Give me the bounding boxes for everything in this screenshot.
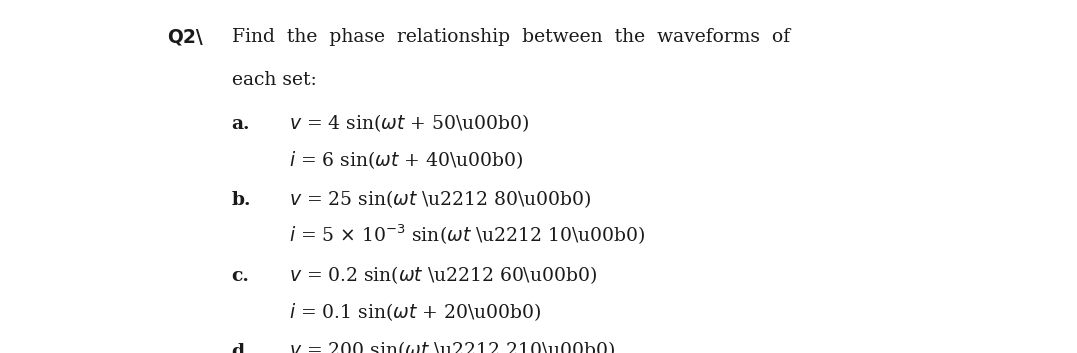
Text: $i$ = 0.1 sin($\omega t$ + 20\u00b0): $i$ = 0.1 sin($\omega t$ + 20\u00b0) <box>289 301 541 323</box>
Text: Find  the  phase  relationship  between  the  waveforms  of: Find the phase relationship between the … <box>232 28 789 46</box>
Text: a.: a. <box>232 115 250 133</box>
Text: Q2\: Q2\ <box>167 28 202 46</box>
Text: d.: d. <box>232 342 251 353</box>
Text: $v$ = 200 sin($\omega t$ \u2212 210\u00b0): $v$ = 200 sin($\omega t$ \u2212 210\u00b… <box>289 340 615 353</box>
Text: each set:: each set: <box>232 71 317 89</box>
Text: $v$ = 0.2 sin($\omega t$ \u2212 60\u00b0): $v$ = 0.2 sin($\omega t$ \u2212 60\u00b0… <box>289 264 597 286</box>
Text: $i$ = 6 sin($\omega t$ + 40\u00b0): $i$ = 6 sin($\omega t$ + 40\u00b0) <box>289 149 523 171</box>
Text: $v$ = 4 sin($\omega t$ + 50\u00b0): $v$ = 4 sin($\omega t$ + 50\u00b0) <box>289 112 529 134</box>
Text: $i$ = 5 $\times$ 10$^{-3}$ sin($\omega t$ \u2212 10\u00b0): $i$ = 5 $\times$ 10$^{-3}$ sin($\omega t… <box>289 222 645 247</box>
Text: c.: c. <box>232 267 250 285</box>
Text: b.: b. <box>232 191 251 209</box>
Text: $v$ = 25 sin($\omega t$ \u2212 80\u00b0): $v$ = 25 sin($\omega t$ \u2212 80\u00b0) <box>289 188 591 210</box>
